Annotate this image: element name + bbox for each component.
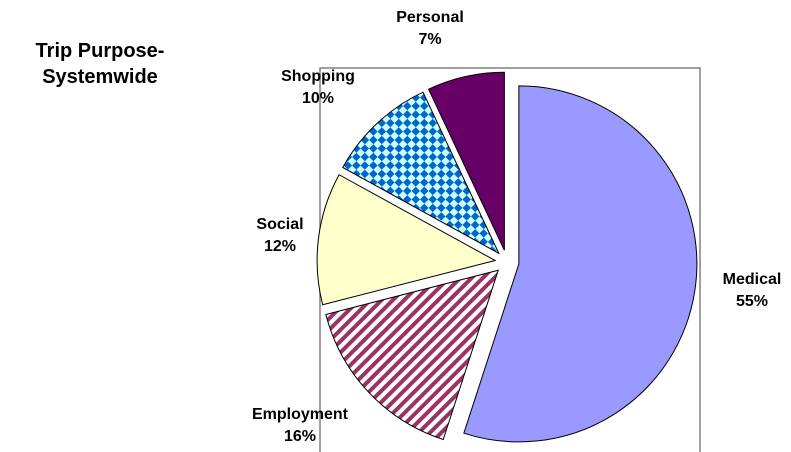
pie-slice bbox=[325, 269, 500, 441]
slice-label: Social bbox=[256, 216, 303, 233]
slice-value-label: 12% bbox=[264, 238, 296, 255]
slice-value-label: 55% bbox=[736, 293, 768, 310]
chart-title: Trip Purpose-Systemwide bbox=[35, 40, 165, 88]
slice-value-label: 10% bbox=[302, 90, 334, 107]
slice-value-label: 16% bbox=[284, 428, 316, 445]
slice-label: Employment bbox=[252, 406, 349, 423]
pie-slice bbox=[463, 85, 698, 443]
slice-label: Medical bbox=[723, 271, 782, 288]
slice-value-label: 7% bbox=[418, 31, 441, 48]
pie-slice bbox=[427, 71, 505, 251]
slice-label: Shopping bbox=[281, 68, 355, 85]
pie-slice bbox=[316, 174, 497, 306]
pie-slice bbox=[342, 91, 500, 255]
slice-label: Personal bbox=[396, 9, 464, 26]
